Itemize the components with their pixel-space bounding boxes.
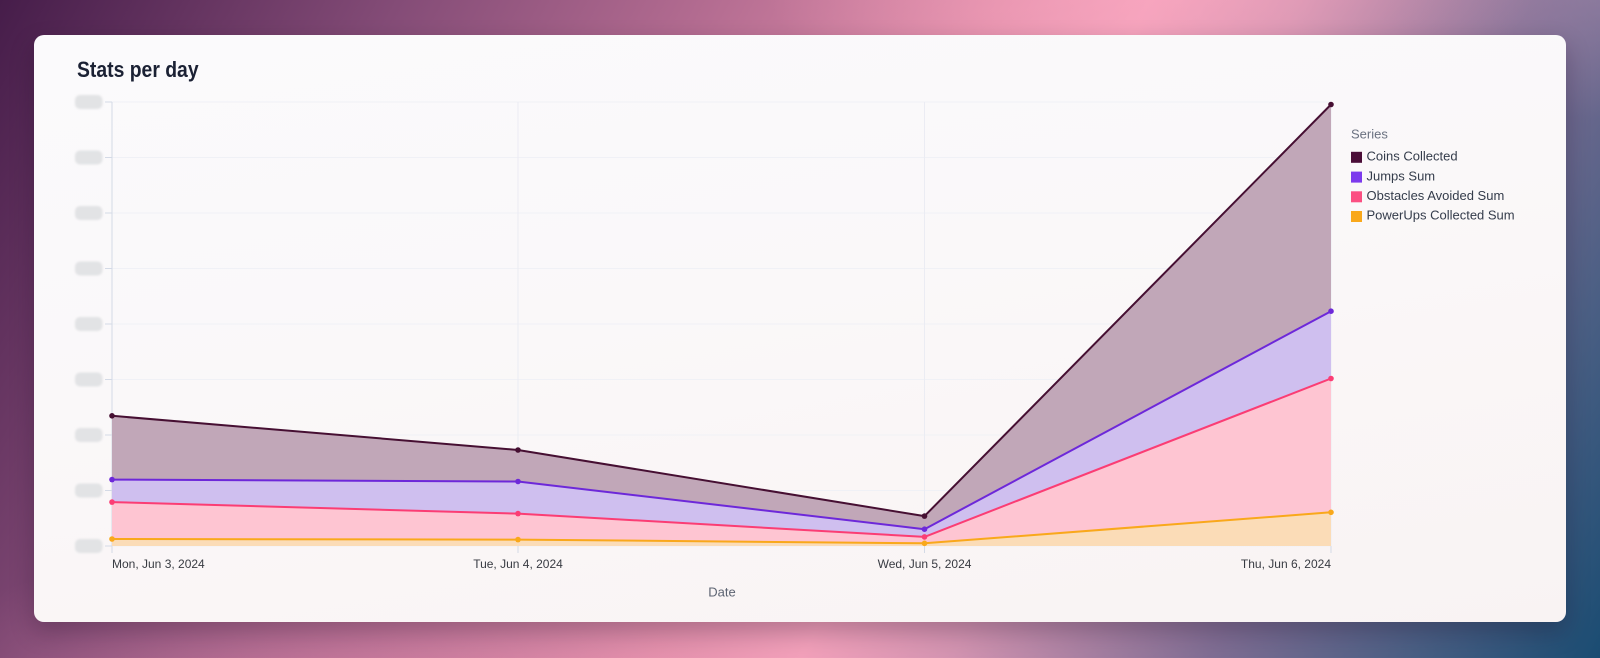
svg-text:Coins Collected: Coins Collected — [1367, 149, 1458, 164]
svg-text:Thu, Jun 6, 2024: Thu, Jun 6, 2024 — [1241, 557, 1331, 571]
svg-text:Wed, Jun 5, 2024: Wed, Jun 5, 2024 — [878, 557, 972, 571]
svg-text:Tue, Jun 4, 2024: Tue, Jun 4, 2024 — [473, 557, 563, 571]
svg-text:Series: Series — [1351, 127, 1388, 142]
svg-text:PowerUps Collected Sum: PowerUps Collected Sum — [1367, 208, 1515, 223]
svg-text:Date: Date — [708, 585, 735, 600]
svg-text:Jumps Sum: Jumps Sum — [1367, 168, 1436, 183]
svg-text:Obstacles Avoided Sum: Obstacles Avoided Sum — [1367, 188, 1505, 203]
svg-text:Mon, Jun 3, 2024: Mon, Jun 3, 2024 — [112, 557, 205, 571]
